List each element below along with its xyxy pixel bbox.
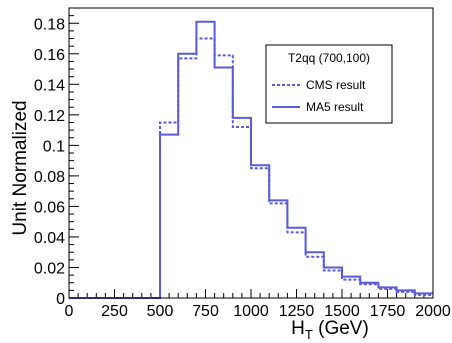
- y-tick-label: 0.18: [34, 16, 65, 33]
- y-tick-label: 0.02: [34, 260, 65, 277]
- y-tick-label: 0.06: [34, 199, 65, 216]
- x-axis-title-subscript: T: [305, 327, 313, 342]
- y-tick-label: 0.16: [34, 47, 65, 64]
- tick-labels-layer: 0 250 500 750 1000 1250 1500 1750 2000 0 0.02 0.04 0…: [34, 16, 451, 320]
- y-tick-label: 0.08: [34, 169, 65, 186]
- x-tick-label: 1750: [370, 303, 406, 320]
- y-tick-label: 0: [56, 291, 65, 308]
- plot-frame: [68, 7, 434, 299]
- y-tick-label: 0.04: [34, 230, 65, 247]
- legend-title: T2qq (700,100): [288, 51, 370, 65]
- x-tick-label: 1500: [324, 303, 360, 320]
- x-tick-label: 750: [192, 303, 219, 320]
- histogram-series-ma5: [69, 20, 433, 299]
- y-tick-label: 0.14: [34, 77, 65, 94]
- x-tick-label: 1250: [279, 303, 315, 320]
- x-tick-label: 250: [101, 303, 128, 320]
- series-layer: [69, 20, 433, 299]
- y-tick-label: 0.12: [34, 108, 65, 125]
- x-tick-label: 500: [147, 303, 174, 320]
- x-tick-label: 0: [65, 303, 74, 320]
- x-tick-label: 2000: [415, 303, 451, 320]
- x-axis-title: HT (GeV): [291, 318, 369, 342]
- y-axis-title: Unit Normalized: [10, 100, 31, 235]
- x-axis-title-unit: (GeV): [313, 318, 369, 339]
- x-axis-title-main: H: [291, 318, 305, 339]
- x-tick-label: 1000: [233, 303, 269, 320]
- legend-label-ma5: MA5 result: [306, 100, 364, 114]
- legend: T2qq (700,100) CMS result MA5 result: [265, 44, 393, 124]
- y-tick-label: 0.1: [43, 138, 65, 155]
- legend-label-cms: CMS result: [306, 78, 366, 92]
